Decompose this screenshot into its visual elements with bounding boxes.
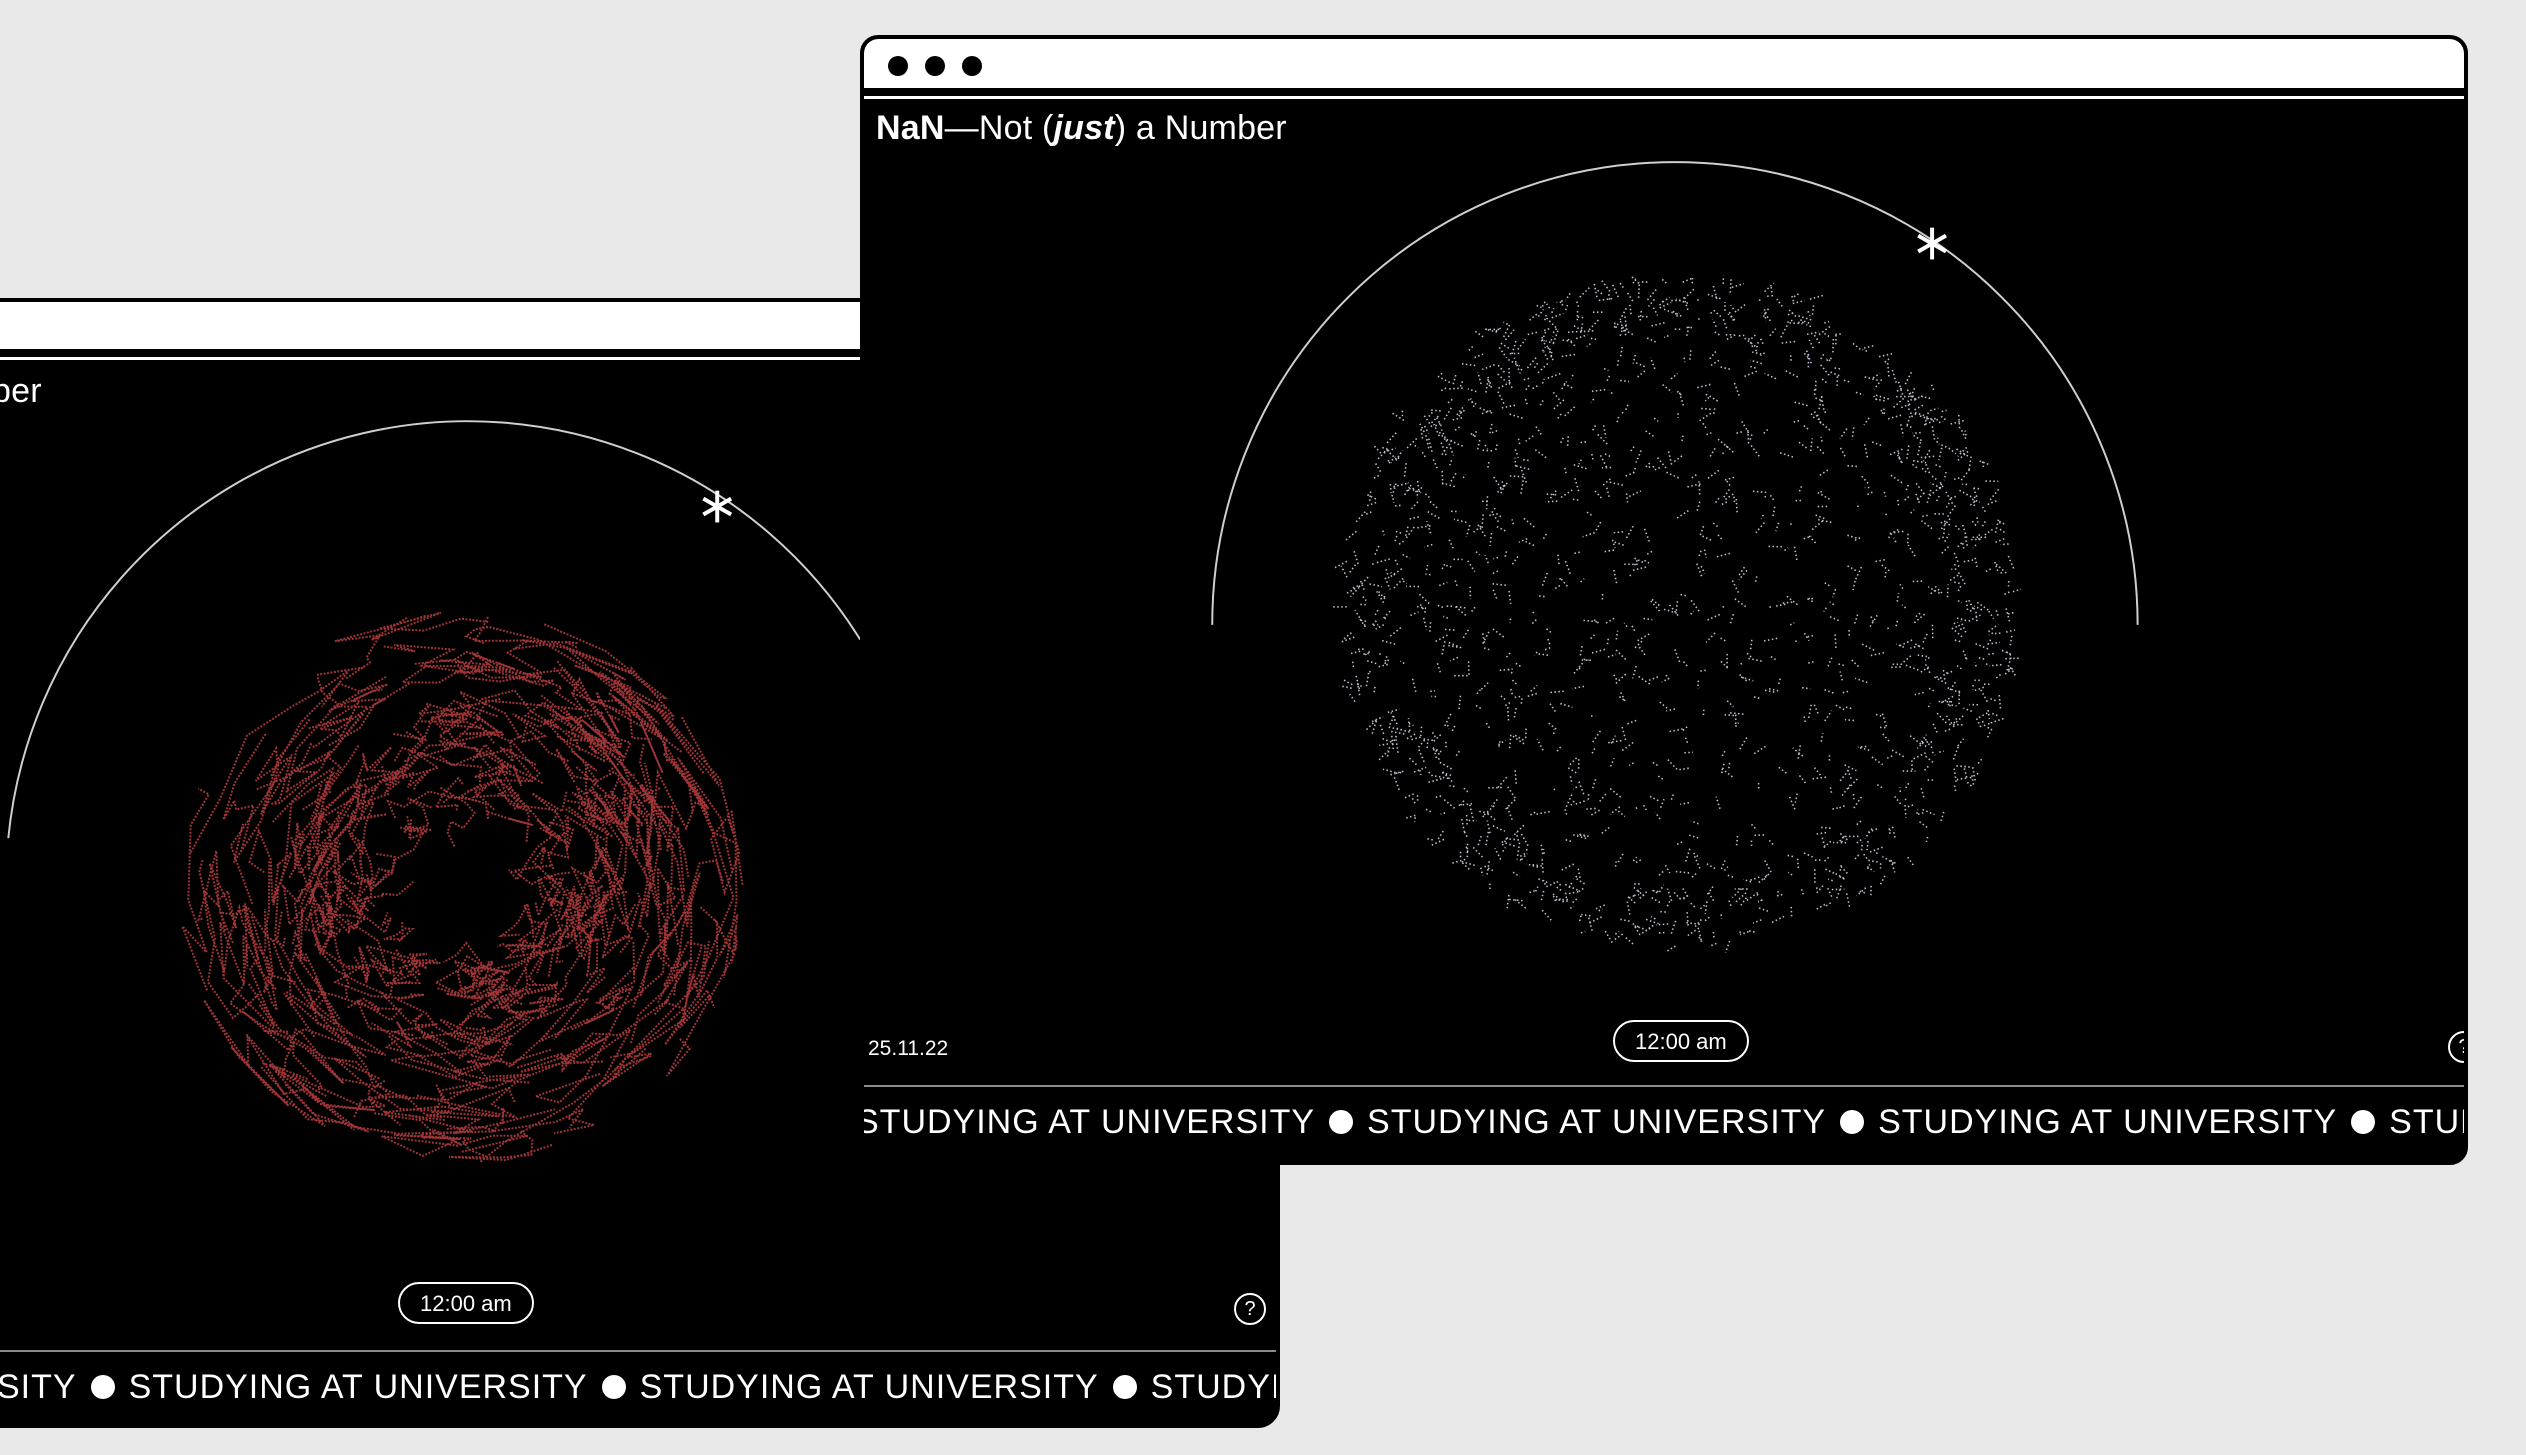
ticker-item: STUDYING AT <box>1150 1368 1276 1406</box>
window-dot-icon[interactable] <box>925 56 945 76</box>
front-window-titlebar <box>864 39 2464 91</box>
title-italic: just <box>1053 109 1115 147</box>
title-end: ) a Number <box>1114 109 1287 147</box>
ticker-item: STUDYING AT UNIVERSITY <box>128 1368 588 1406</box>
title-bold: NaN <box>876 109 945 147</box>
window-dot-icon[interactable] <box>962 56 982 76</box>
bullet-icon <box>90 1375 115 1399</box>
window-dot-icon[interactable] <box>888 56 908 76</box>
ticker-item: STUDYING AT UNIVERSITY <box>1878 1103 2338 1141</box>
back-time-label: 12:00 am <box>420 1291 512 1316</box>
back-app-title: ber <box>0 372 42 411</box>
front-help-button[interactable]: ? <box>2448 1031 2464 1063</box>
orbit-arc <box>1211 161 2139 625</box>
back-ticker: SITY STUDYING AT UNIVERSITY STUDYING AT UN… <box>0 1350 1276 1422</box>
front-time-button[interactable]: 12:00 am <box>1613 1020 1749 1062</box>
ticker-item: STUDYING AT UNIVERSITY <box>1367 1103 1827 1141</box>
ticker-item: STUDYING AT UNIVERSITY <box>639 1368 1099 1406</box>
bullet-icon <box>601 1375 626 1399</box>
bullet-icon <box>2351 1110 2376 1134</box>
white-particle-sphere <box>1333 275 2022 953</box>
front-window: NaN—Not (just) a Number 25.11.22 12:00 a… <box>860 35 2468 1165</box>
ticker-item: STUDYING AT UNIVERSITY <box>864 1103 1316 1141</box>
titlebar-divider <box>864 96 2464 99</box>
bullet-icon <box>1329 1110 1354 1134</box>
titlebar-divider <box>0 357 1276 360</box>
date-label: 25.11.22 <box>868 1037 949 1060</box>
app-title: NaN—Not (just) a Number <box>876 109 1287 148</box>
asterisk-icon <box>1917 227 1947 260</box>
back-help-button[interactable]: ? <box>1234 1293 1266 1325</box>
asterisk-icon <box>702 490 733 523</box>
ticker-item: SITY <box>0 1368 77 1406</box>
bullet-icon <box>1112 1375 1137 1399</box>
title-dash: —Not ( <box>944 109 1054 147</box>
orbit-arc <box>7 420 862 839</box>
red-particle-sphere <box>181 611 744 1163</box>
bullet-icon <box>1840 1110 1865 1134</box>
particle-filaments <box>181 611 744 1163</box>
ticker-item: STUDYING A <box>2389 1103 2464 1141</box>
question-icon: ? <box>1244 1298 1256 1320</box>
front-visualization <box>1211 161 2139 953</box>
back-title-fragment: ber <box>0 372 42 410</box>
back-time-button[interactable]: 12:00 am <box>398 1282 534 1324</box>
front-ticker: STUDYING AT UNIVERSITY STUDYING AT UNIVER… <box>864 1085 2464 1157</box>
particle-strokes <box>1333 275 2022 953</box>
front-time-label: 12:00 am <box>1635 1029 1727 1054</box>
question-icon: ? <box>2458 1036 2464 1058</box>
